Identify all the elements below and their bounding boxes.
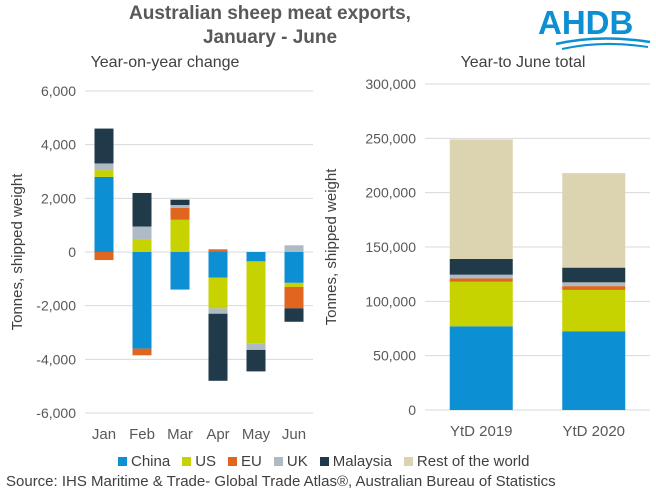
yoy-x-tick-label: Apr bbox=[206, 426, 229, 443]
ytd-y-tick-label: 0 bbox=[408, 402, 416, 418]
ytd-y-axis-label: Tonnes, shipped weight bbox=[323, 168, 340, 326]
chart-title-line-2: January - June bbox=[202, 27, 338, 48]
legend-label: US bbox=[195, 453, 217, 470]
ytd-bar-us bbox=[449, 281, 513, 327]
yoy-bar-uk bbox=[132, 226, 152, 240]
yoy-bar-china bbox=[208, 252, 228, 278]
yoy-y-tick-label: 4,000 bbox=[41, 137, 76, 153]
yoy-y-tick-label: -6,000 bbox=[36, 405, 76, 421]
chart-title: Australian sheep meat exports, January -… bbox=[0, 2, 540, 50]
yoy-bar-malaysia bbox=[132, 192, 152, 227]
legend-item: US bbox=[182, 453, 216, 470]
yoy-bar-malaysia bbox=[94, 128, 114, 164]
yoy-bar-malaysia bbox=[208, 313, 228, 381]
legend-label: UK bbox=[286, 453, 308, 470]
yoy-bar-eu bbox=[284, 286, 304, 309]
legend-label: Malaysia bbox=[332, 453, 392, 470]
ytd-y-tick-label: 150,000 bbox=[365, 239, 416, 255]
ytd-bar-uk bbox=[562, 282, 626, 287]
legend-swatch bbox=[228, 457, 238, 466]
yoy-bar-eu bbox=[170, 207, 190, 220]
ytd-bar-uk bbox=[449, 274, 513, 279]
ytd-y-tick-label: 200,000 bbox=[365, 185, 416, 201]
logo-swoosh-1 bbox=[555, 37, 651, 46]
yoy-y-tick-label: 6,000 bbox=[41, 83, 76, 99]
yoy-bar-eu bbox=[94, 252, 114, 261]
legend-item: Malaysia bbox=[319, 453, 392, 470]
legend-item: UK bbox=[273, 453, 308, 470]
ytd-bar-china bbox=[449, 326, 513, 410]
yoy-bar-uk bbox=[246, 343, 266, 350]
yoy-bar-us bbox=[170, 219, 190, 252]
legend-label: China bbox=[131, 453, 171, 470]
yoy-bar-uk bbox=[284, 245, 304, 252]
ytd-x-tick-label: YtD 2019 bbox=[450, 423, 513, 440]
yoy-panel-title: Year-on-year change bbox=[91, 54, 240, 71]
ahdb-logo: AHDB bbox=[538, 4, 651, 50]
ytd-y-tick-label: 50,000 bbox=[373, 348, 416, 364]
source-note: Source: IHS Maritime & Trade- Global Tra… bbox=[6, 473, 556, 490]
ytd-x-tick-label: YtD 2020 bbox=[562, 423, 625, 440]
legend-swatch bbox=[403, 457, 413, 466]
yoy-bar-uk bbox=[208, 308, 228, 314]
chart-title-line-1: Australian sheep meat exports, bbox=[129, 3, 411, 24]
yoy-bar-china bbox=[132, 252, 152, 349]
yoy-bar-us bbox=[208, 277, 228, 309]
yoy-bar-malaysia bbox=[170, 199, 190, 206]
yoy-x-tick-label: Mar bbox=[167, 426, 193, 443]
ytd-bar-rest-of-the-world bbox=[562, 173, 626, 268]
yoy-bar-us bbox=[284, 282, 304, 287]
legend-label: EU bbox=[241, 453, 262, 470]
yoy-bar-uk bbox=[94, 163, 114, 171]
legend-item: EU bbox=[228, 453, 262, 470]
yoy-bar-china bbox=[170, 252, 190, 290]
ytd-y-tick-label: 300,000 bbox=[365, 76, 416, 92]
yoy-x-tick-label: Jan bbox=[92, 426, 116, 443]
legend-item: China bbox=[118, 453, 170, 470]
logo-swoosh-2 bbox=[561, 42, 649, 50]
legend-item: Rest of the world bbox=[403, 453, 530, 470]
yoy-y-axis-label: Tonnes, shipped weight bbox=[9, 173, 26, 331]
yoy-bar-china bbox=[246, 252, 266, 262]
ytd-bar-malaysia bbox=[449, 258, 513, 275]
legend: China US EU UK Malaysia Rest of the world bbox=[118, 453, 541, 470]
legend-swatch bbox=[319, 457, 329, 466]
yoy-bar-eu bbox=[132, 348, 152, 356]
yoy-y-tick-label: 0 bbox=[68, 244, 76, 260]
legend-swatch bbox=[273, 457, 283, 466]
legend-label: Rest of the world bbox=[416, 453, 530, 470]
yoy-bar-malaysia bbox=[284, 308, 304, 322]
ytd-bar-eu bbox=[449, 278, 513, 282]
ytd-y-tick-label: 250,000 bbox=[365, 130, 416, 146]
legend-swatch bbox=[118, 457, 127, 466]
legend-swatch bbox=[182, 457, 192, 466]
ytd-y-tick-label: 100,000 bbox=[365, 293, 416, 309]
yoy-x-tick-label: May bbox=[242, 426, 271, 443]
yoy-y-tick-label: -2,000 bbox=[36, 298, 76, 314]
yoy-bar-malaysia bbox=[246, 349, 266, 372]
yoy-bar-us bbox=[94, 170, 114, 177]
yoy-x-tick-label: Feb bbox=[129, 426, 155, 443]
ytd-bar-rest-of-the-world bbox=[449, 139, 513, 259]
yoy-bar-us bbox=[246, 261, 266, 344]
ytd-bar-eu bbox=[562, 286, 626, 290]
ytd-bar-china bbox=[562, 331, 626, 410]
yoy-bar-china bbox=[94, 176, 114, 252]
yoy-y-tick-label: 2,000 bbox=[41, 190, 76, 206]
ytd-bar-malaysia bbox=[562, 267, 626, 283]
yoy-y-tick-label: -4,000 bbox=[36, 351, 76, 367]
yoy-bar-us bbox=[132, 239, 152, 252]
logo-text: AHDB bbox=[538, 4, 633, 41]
yoy-bar-uk bbox=[170, 205, 190, 208]
yoy-x-tick-label: Jun bbox=[282, 426, 306, 443]
yoy-bar-eu bbox=[208, 249, 228, 252]
ytd-panel-title: Year-to June total bbox=[461, 54, 586, 71]
ytd-bar-us bbox=[562, 289, 626, 332]
yoy-bar-china bbox=[284, 252, 304, 283]
